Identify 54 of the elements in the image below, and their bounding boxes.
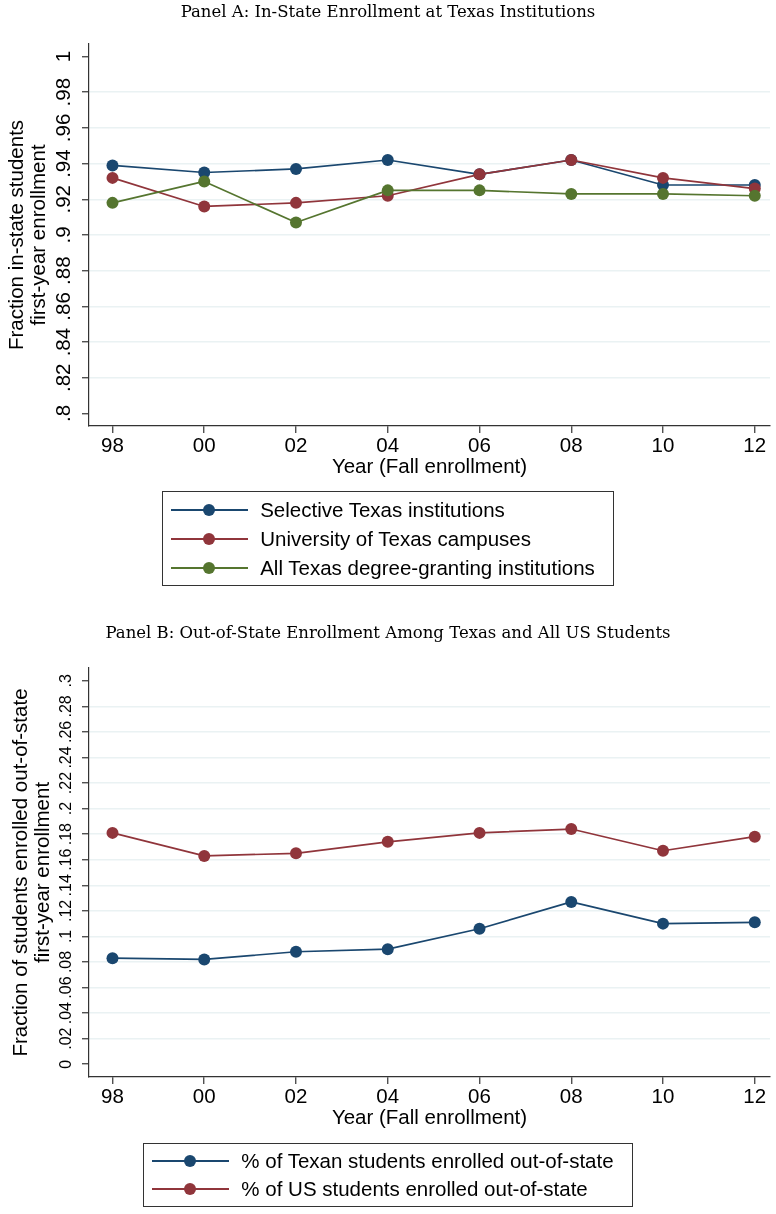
x-tick-label: 04	[376, 1083, 400, 1107]
legend-label: All Texas degree-granting institutions	[260, 555, 595, 580]
y-tick-label: .06	[57, 976, 75, 999]
x-tick-label: 10	[651, 432, 675, 456]
x-axis-title: Year (Fall enrollment)	[331, 1105, 528, 1129]
y-tick-label: .22	[57, 771, 75, 795]
y-tick-label: .88	[51, 256, 75, 285]
y-tick-label: .24	[57, 746, 75, 769]
y-tick-label: .9	[51, 226, 75, 244]
y-tick-label: .18	[57, 822, 75, 846]
x-tick-label: 08	[559, 432, 583, 456]
x-tick-label: 00	[192, 432, 216, 456]
y-tick-label: .26	[57, 720, 75, 744]
legend-label: University of Texas campuses	[260, 526, 531, 551]
x-tick-label: 10	[651, 1083, 675, 1107]
x-tick-label: 00	[192, 1083, 216, 1107]
legend-label: % of Texan students enrolled out-of-state	[241, 1149, 614, 1173]
y-tick-label: .2	[57, 801, 75, 816]
y-tick-label: .84	[51, 327, 75, 357]
chart-title: Panel B: Out-of-State Enrollment Among Texas and All US Students	[104, 622, 672, 644]
y-tick-label: .82	[51, 363, 75, 393]
x-tick-label: 02	[284, 432, 308, 456]
y-tick-label: .98	[51, 77, 75, 107]
x-tick-label: 12	[743, 1083, 767, 1107]
y-tick-label: 0	[57, 1059, 75, 1069]
x-tick-label: 08	[559, 1083, 583, 1107]
legend-label: Selective Texas institutions	[260, 497, 505, 522]
y-tick-label: .1	[57, 929, 75, 944]
y-tick-label: .16	[57, 848, 75, 871]
y-tick-label: .04	[57, 1001, 75, 1025]
y-tick-label: .86	[51, 292, 75, 321]
legend-label: % of US students enrolled out-of-state	[241, 1177, 588, 1201]
y-tick-label: .02	[57, 1027, 75, 1050]
x-tick-label: 02	[284, 1083, 308, 1107]
x-tick-label: 98	[101, 1083, 124, 1107]
x-tick-label: 04	[376, 432, 400, 456]
y-tick-label: .08	[57, 950, 75, 974]
y-tick-label: 1	[51, 50, 75, 63]
y-tick-label: .12	[57, 899, 75, 922]
y-axis-title: Fraction of students enrolled out-of-state first-year enrollment	[8, 688, 54, 1057]
y-tick-label: .94	[51, 149, 75, 178]
y-tick-label: .8	[51, 404, 75, 423]
y-tick-label: .96	[51, 113, 75, 143]
y-tick-label: .14	[57, 874, 75, 897]
x-tick-label: 98	[101, 432, 124, 456]
x-tick-label: 06	[468, 1083, 491, 1107]
x-tick-label: 12	[743, 432, 767, 456]
chart-title: Panel A: In-State Enrollment at Texas Institutions	[179, 1, 597, 23]
x-tick-label: 06	[468, 432, 491, 456]
y-tick-label: .28	[57, 695, 75, 718]
y-tick-label: .3	[57, 674, 75, 688]
y-tick-label: .92	[51, 185, 75, 214]
y-axis-title: Fraction in-state students first-year enrollment	[3, 119, 49, 351]
x-axis-title: Year (Fall enrollment)	[331, 454, 528, 478]
